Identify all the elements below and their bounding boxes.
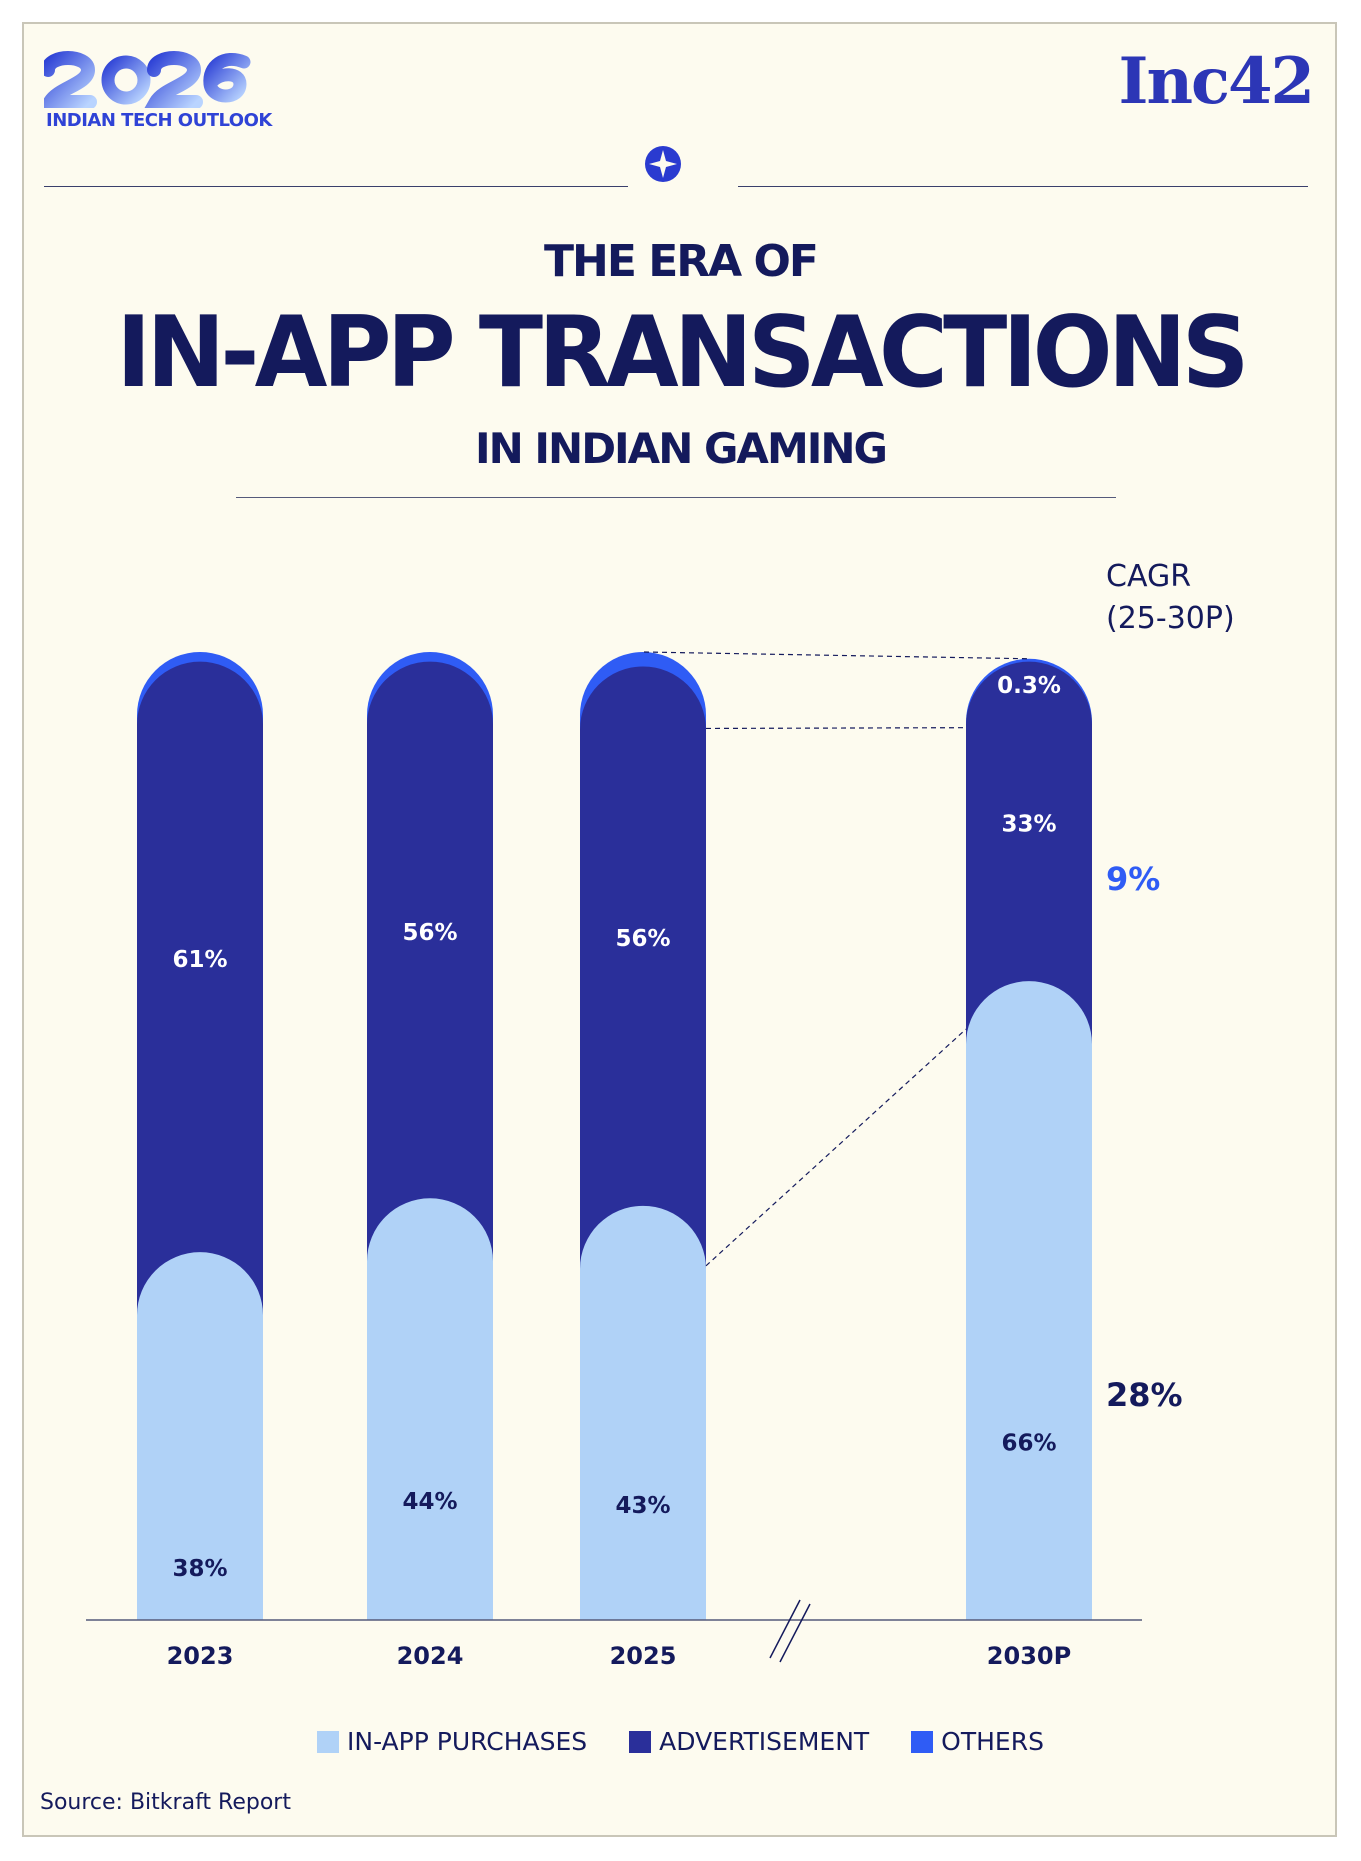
header-rule-left [44, 186, 628, 187]
connector-advertisement [705, 727, 967, 730]
data-label-in-app-2024: 44% [402, 1489, 457, 1515]
axis-break-mark-1 [769, 1599, 801, 1659]
title-line-1: THE ERA OF [544, 236, 819, 287]
year-2026-logo-icon [44, 51, 251, 108]
outlook-logo: INDIAN TECH OUTLOOK [44, 48, 272, 138]
connector-in-app [705, 1028, 967, 1267]
title-line-3: IN INDIAN GAMING [475, 424, 888, 473]
data-label-advertisement-2024: 56% [402, 920, 457, 946]
legend-label-in-app: IN-APP PURCHASES [347, 1727, 588, 1756]
inc42-logo: Inc42 [1118, 44, 1315, 119]
source-note: Source: Bitkraft Report [40, 1790, 291, 1815]
x-tick-label-2024: 2024 [397, 1642, 464, 1670]
cagr-in-app-value: 28% [1106, 1376, 1183, 1414]
legend-item-in-app: IN-APP PURCHASES [317, 1727, 587, 1756]
legend-swatch-others [911, 1730, 934, 1753]
data-label-in-app-2023: 38% [172, 1556, 227, 1582]
bar-in-app-2023 [137, 1252, 263, 1620]
connector-others [643, 651, 1030, 660]
chart-legend: IN-APP PURCHASES ADVERTISEMENT OTHERS [0, 1727, 1361, 1756]
data-label-others-2030p: 0.3% [997, 673, 1061, 699]
legend-swatch-advertisement [629, 1730, 652, 1753]
legend-swatch-in-app [317, 1730, 340, 1753]
x-tick-label-2025: 2025 [610, 1642, 677, 1670]
title-rule [236, 497, 1116, 498]
star-badge-icon [645, 146, 681, 182]
stacked-bar-chart: 38% 61% 2023 44% 56% 2024 43% 56% 2025 66% 33% 0.3%… [86, 651, 1142, 1670]
data-label-in-app-2025: 43% [615, 1493, 670, 1519]
x-tick-label-2023: 2023 [167, 1642, 234, 1670]
x-tick-label-2030p: 2030P [987, 1642, 1071, 1670]
cagr-advertisement-value: 9% [1106, 860, 1161, 898]
cagr-label-line2: (25-30P) [1106, 601, 1235, 636]
legend-item-advertisement: ADVERTISEMENT [629, 1727, 869, 1756]
data-label-advertisement-2030p: 33% [1001, 811, 1056, 837]
legend-label-advertisement: ADVERTISEMENT [659, 1727, 870, 1756]
legend-label-others: OTHERS [941, 1727, 1044, 1756]
header-rule-right [738, 186, 1308, 187]
bar-in-app-2025 [580, 1205, 706, 1620]
page-title: IN-APP TRANSACTIONS [116, 296, 1249, 410]
legend-item-others: OTHERS [911, 1727, 1044, 1756]
cagr-label: CAGR (25-30P) [1106, 556, 1235, 640]
axis-break-mark-2 [779, 1603, 811, 1663]
bar-in-app-2030p [966, 981, 1092, 1620]
cagr-label-line1: CAGR [1106, 559, 1192, 594]
bar-in-app-2024 [367, 1198, 493, 1620]
data-label-advertisement-2025: 56% [615, 926, 670, 952]
brand-subtitle: INDIAN TECH OUTLOOK [46, 110, 272, 131]
data-label-in-app-2030p: 66% [1001, 1431, 1056, 1457]
data-label-advertisement-2023: 61% [172, 947, 227, 973]
